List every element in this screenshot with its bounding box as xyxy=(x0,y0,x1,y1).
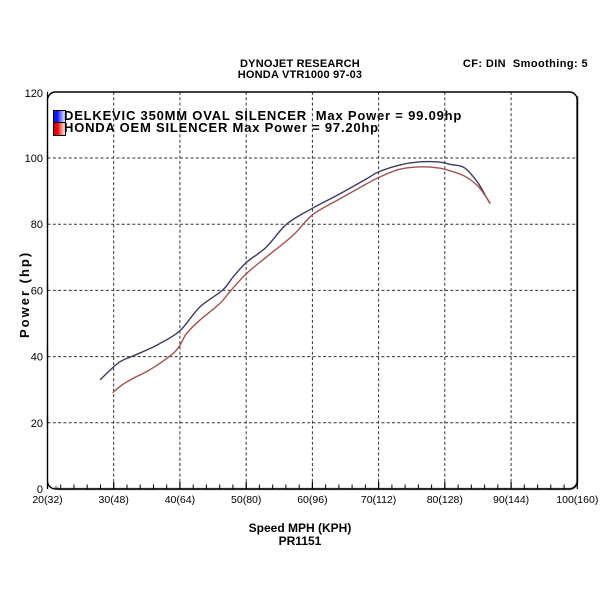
svg-text:30(48): 30(48) xyxy=(99,494,129,506)
svg-text:80(128): 80(128) xyxy=(427,494,463,506)
svg-text:20: 20 xyxy=(31,418,43,430)
svg-text:70(112): 70(112) xyxy=(361,494,396,506)
svg-text:90(144): 90(144) xyxy=(493,494,529,506)
svg-text:50(80): 50(80) xyxy=(231,494,261,506)
svg-text:60: 60 xyxy=(31,285,43,297)
svg-text:100(160): 100(160) xyxy=(556,494,598,506)
svg-text:40(64): 40(64) xyxy=(165,494,195,506)
svg-text:80: 80 xyxy=(31,219,43,231)
svg-text:100: 100 xyxy=(25,153,43,165)
svg-text:120: 120 xyxy=(25,88,43,100)
svg-text:60(96): 60(96) xyxy=(297,494,327,506)
svg-text:40: 40 xyxy=(31,352,43,364)
svg-text:20(32): 20(32) xyxy=(32,494,62,506)
